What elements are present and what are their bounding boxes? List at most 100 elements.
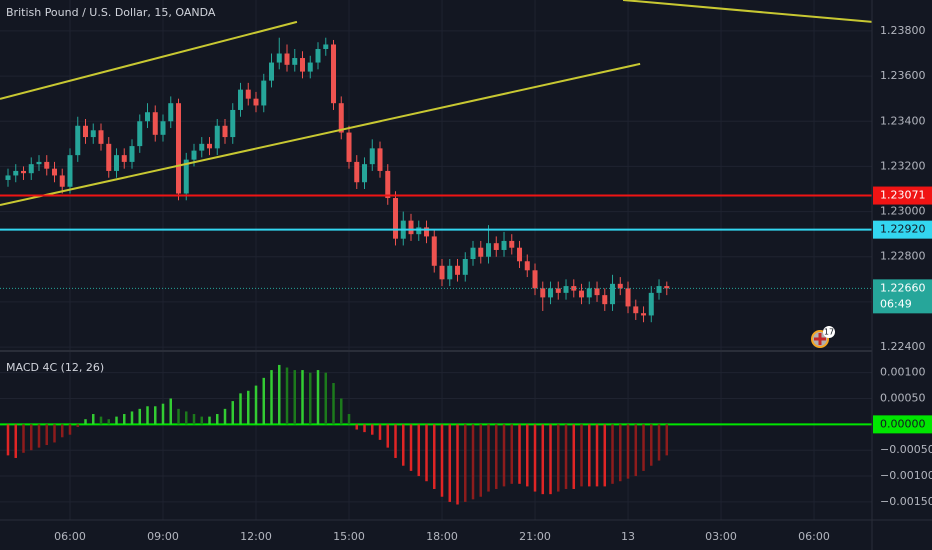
histogram-bar <box>285 367 289 425</box>
candle-body <box>532 270 538 289</box>
histogram-bar <box>270 370 273 425</box>
histogram-bar <box>572 424 576 489</box>
histogram-bar <box>22 424 25 453</box>
trendline <box>0 20 298 100</box>
candle-body <box>276 53 282 63</box>
y-tick-label: −0.00050 <box>880 443 932 456</box>
candle-body <box>5 175 11 180</box>
histogram-bar <box>487 424 490 492</box>
y-tick-label: −0.00150 <box>880 495 932 508</box>
histogram-bar <box>409 424 413 471</box>
histogram-bar <box>107 419 111 425</box>
candle-body <box>594 288 600 296</box>
histogram-bar <box>510 424 514 484</box>
y-tick-label: 0.00050 <box>880 392 926 405</box>
histogram-bar <box>456 424 459 505</box>
candle-body <box>509 240 515 248</box>
candle-body <box>300 58 306 72</box>
candle-body <box>129 146 135 162</box>
candle-body <box>168 103 174 122</box>
candle-body <box>362 164 368 183</box>
candle-body <box>424 227 430 237</box>
histogram-bar <box>254 385 258 425</box>
histogram-bar <box>37 424 41 448</box>
candle-body <box>121 155 127 162</box>
histogram-bar <box>557 424 560 492</box>
candle-body <box>377 148 383 171</box>
candle-body <box>152 112 158 135</box>
last-price-label: 1.22660 <box>880 281 926 294</box>
y-tick-label: 0.00100 <box>880 366 926 379</box>
event-badge[interactable]: 17 <box>811 326 835 348</box>
candle-body <box>385 170 391 199</box>
histogram-bar <box>634 424 638 477</box>
x-tick-label: 06:00 <box>54 530 86 543</box>
candle-body <box>338 103 344 133</box>
candle-body <box>369 148 375 165</box>
trendline <box>0 62 641 207</box>
histogram-bar <box>231 401 235 425</box>
candle-body <box>52 168 57 176</box>
candle-body <box>478 247 484 257</box>
histogram-bar <box>564 424 568 489</box>
histogram-bar <box>239 393 242 425</box>
histogram-bar <box>177 408 180 425</box>
countdown-label: 06:49 <box>880 297 912 310</box>
x-tick-label: 06:00 <box>798 530 830 543</box>
candle-body <box>493 243 499 250</box>
histogram-bar <box>216 414 219 425</box>
candle-body <box>83 125 89 138</box>
histogram-bar <box>371 424 374 435</box>
candle-body <box>114 155 120 171</box>
candle-body <box>617 283 623 289</box>
candle-body <box>222 125 228 138</box>
histogram-bar <box>316 370 320 425</box>
histogram-bar <box>45 424 48 446</box>
histogram-bar <box>394 424 397 458</box>
histogram-bar <box>425 424 428 482</box>
x-tick-label: 09:00 <box>147 530 179 543</box>
histogram-bar <box>76 424 80 427</box>
candle-body <box>579 290 585 298</box>
candle-body <box>331 44 337 104</box>
histogram-bar <box>340 398 343 425</box>
histogram-bar <box>161 403 165 425</box>
histogram-bar <box>130 411 134 425</box>
badge-count: 17 <box>824 328 834 337</box>
histogram-bar <box>169 398 173 425</box>
histogram-bar <box>247 390 250 425</box>
histogram-bar <box>185 411 188 425</box>
histogram-bar <box>192 414 196 425</box>
histogram-bar <box>347 414 351 425</box>
indicator-title: MACD 4C (12, 26) <box>6 361 104 374</box>
histogram-bar <box>440 424 444 497</box>
y-tick-label: 1.23600 <box>880 69 926 82</box>
candle-body <box>238 89 244 110</box>
histogram-bar <box>541 424 545 495</box>
x-tick-label: 18:00 <box>426 530 458 543</box>
y-tick-label: 1.22800 <box>880 250 926 263</box>
histogram-bar <box>417 424 421 477</box>
y-tick-label: 0.00000 <box>880 417 926 430</box>
candle-body <box>230 109 236 138</box>
candle-body <box>98 130 104 144</box>
x-tick-label: 21:00 <box>519 530 551 543</box>
candle-body <box>602 295 608 305</box>
histogram-bar <box>154 406 157 425</box>
candle-body <box>106 143 112 171</box>
axis-layer: 06:00 09:00 12:00 15:00 18:00 21:00 13 03:00 06:… <box>54 24 932 543</box>
flag-cross <box>814 333 826 345</box>
candle-body <box>199 143 205 151</box>
candle-body <box>447 265 453 280</box>
histogram-bar <box>549 424 552 495</box>
histogram-bar <box>471 424 475 500</box>
candle-body <box>137 121 143 147</box>
histogram-bar <box>526 424 529 487</box>
candle-body <box>439 265 445 280</box>
candle-body <box>431 236 437 266</box>
price-label-box <box>873 220 932 239</box>
candle-body <box>656 286 662 293</box>
candle-body <box>548 288 554 298</box>
x-tick-label: 12:00 <box>240 530 272 543</box>
histogram-bar <box>502 424 506 487</box>
